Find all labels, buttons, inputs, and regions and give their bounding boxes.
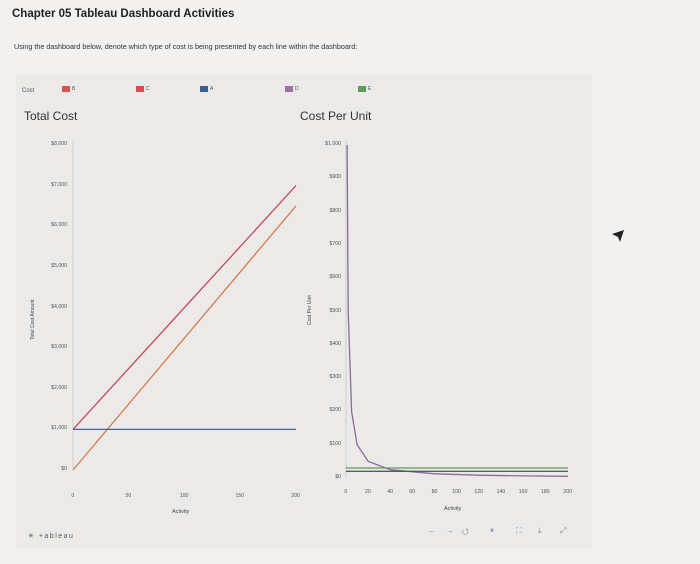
y-tick-label: $1,000 bbox=[51, 425, 67, 432]
series-line-0-1 bbox=[72, 205, 297, 471]
x-tick-label: 60 bbox=[409, 489, 416, 495]
x-tick-label: 200 bbox=[291, 493, 300, 499]
legend-swatch bbox=[62, 86, 70, 92]
share-button[interactable]: ⛶ bbox=[516, 526, 522, 535]
pause-button[interactable]: ⏸ bbox=[490, 526, 494, 535]
y-tick-label: $200 bbox=[329, 407, 341, 414]
revert-button[interactable]: ⭯ bbox=[462, 527, 469, 536]
legend-swatch bbox=[358, 86, 366, 92]
legend-label: E bbox=[368, 86, 372, 92]
series-line-1-0 bbox=[346, 144, 569, 477]
fullscreen-button[interactable]: ⤢ bbox=[560, 526, 567, 535]
tableau-logo: ✳ +ableau bbox=[28, 532, 74, 540]
legend-item-e[interactable]: E bbox=[358, 86, 371, 92]
y-tick-label: $800 bbox=[329, 207, 341, 214]
y-tick-label: $900 bbox=[329, 174, 341, 181]
x-tick-label: 0 bbox=[71, 493, 75, 499]
undo-button[interactable]: ← bbox=[428, 526, 436, 535]
y-tick-label: $600 bbox=[329, 274, 341, 281]
y-tick-label: $1,000 bbox=[325, 141, 341, 147]
dashboard-panel bbox=[16, 74, 592, 548]
y-tick-label: $2,000 bbox=[51, 384, 67, 391]
legend-item-b[interactable]: B bbox=[62, 86, 75, 92]
x-tick-label: 0 bbox=[344, 489, 348, 495]
legend-swatch bbox=[136, 86, 144, 92]
legend-item-a[interactable]: A bbox=[200, 86, 213, 92]
download-button[interactable]: ⤓ bbox=[538, 526, 542, 535]
y-tick-label: $6,000 bbox=[51, 222, 67, 229]
cost-per-unit-title: Cost Per Unit bbox=[300, 109, 372, 123]
tableau-wordmark: +ableau bbox=[38, 533, 75, 540]
y-tick-label: $500 bbox=[329, 307, 341, 314]
y-tick-label: $4,000 bbox=[51, 303, 67, 310]
x-tick-label: 100 bbox=[179, 493, 189, 499]
instruction-text: Using the dashboard below, denote which … bbox=[14, 42, 358, 51]
y-tick-label: $400 bbox=[329, 340, 341, 347]
x-tick-label: 180 bbox=[541, 489, 550, 495]
legend-item-d[interactable]: D bbox=[285, 86, 299, 92]
legend-label: A bbox=[210, 86, 214, 92]
legend-label: C bbox=[146, 86, 150, 92]
x-tick-label: 50 bbox=[125, 493, 132, 499]
legend-swatch bbox=[200, 86, 208, 92]
legend-label: D bbox=[295, 86, 299, 92]
y-tick-label: $3,000 bbox=[51, 344, 67, 351]
x-tick-label: 140 bbox=[496, 489, 506, 495]
legend-item-c[interactable]: C bbox=[136, 86, 150, 92]
y-tick-label: $700 bbox=[329, 240, 341, 247]
legend-swatch bbox=[285, 86, 293, 92]
x-tick-label: 80 bbox=[431, 489, 438, 495]
legend-label: B bbox=[72, 86, 76, 92]
x-tick-label: 150 bbox=[235, 493, 245, 499]
x-tick-label: 40 bbox=[387, 489, 393, 495]
x-tick-label: 20 bbox=[365, 489, 371, 495]
y-tick-label: $300 bbox=[329, 374, 341, 381]
x-tick-label: 120 bbox=[474, 489, 484, 495]
page-title: Chapter 05 Tableau Dashboard Activities bbox=[12, 8, 235, 20]
y-tick-label: $7,000 bbox=[51, 181, 67, 188]
x-tick-label: 100 bbox=[452, 489, 461, 495]
series-line-0-0 bbox=[72, 185, 297, 430]
total-cost-xlabel: Activity bbox=[172, 509, 190, 515]
x-tick-label: 160 bbox=[518, 489, 528, 495]
y-tick-label: $0 bbox=[335, 474, 341, 480]
y-tick-label: $0 bbox=[61, 466, 67, 472]
tableau-icon: ✳ bbox=[28, 533, 36, 540]
y-tick-label: $8,000 bbox=[51, 141, 67, 147]
y-tick-label: $100 bbox=[329, 440, 341, 447]
total-cost-title: Total Cost bbox=[24, 109, 78, 123]
mouse-cursor-icon bbox=[612, 230, 624, 242]
redo-button[interactable]: → bbox=[446, 526, 454, 535]
legend-title: Cost bbox=[22, 88, 35, 94]
x-tick-label: 200 bbox=[563, 489, 572, 495]
y-tick-label: $5,000 bbox=[51, 262, 67, 269]
cost-per-unit-xlabel: Activity bbox=[444, 506, 462, 512]
